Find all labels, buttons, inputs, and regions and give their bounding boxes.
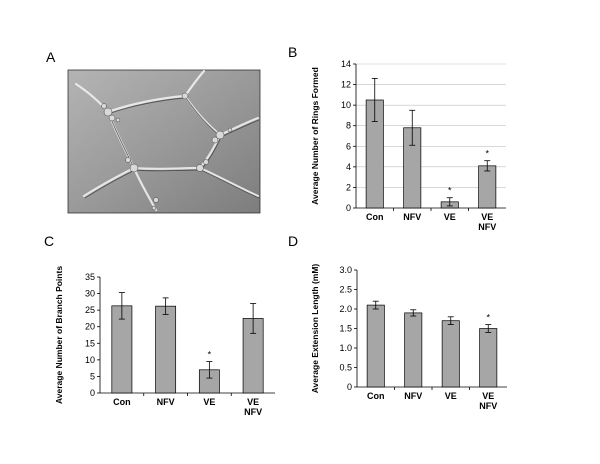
x-tick-label: NFV xyxy=(403,212,421,222)
x-tick-label: VE xyxy=(203,397,215,407)
significance-marker: * xyxy=(486,313,490,323)
y-tick-label: 10 xyxy=(341,100,351,110)
y-tick-label: 2.0 xyxy=(339,304,352,314)
chart-branch-points: 0 5 10 15 20 25 30 35 Average Number of Branch P… xyxy=(54,266,275,417)
y-tick-label: 2 xyxy=(346,182,351,192)
y-tick-label: 0 xyxy=(346,203,351,213)
y-tick-label: 1.0 xyxy=(339,343,352,353)
panel-label-a: A xyxy=(46,49,56,65)
panel-label-c: C xyxy=(44,233,54,249)
x-tick-label: NFV xyxy=(478,222,496,232)
x-tick-label: NFV xyxy=(157,397,175,407)
x-tick-label: VE xyxy=(247,397,259,407)
y-tick-label: 30 xyxy=(85,289,95,299)
y-axis-label: Average Number of Branch Points xyxy=(54,266,64,404)
bar xyxy=(479,328,498,388)
y-tick-label: 4 xyxy=(346,162,351,172)
significance-marker: * xyxy=(448,186,452,196)
y-tick-label: 12 xyxy=(341,80,351,90)
panel-label-d: D xyxy=(288,233,298,249)
y-tick-label: 3.0 xyxy=(339,265,352,275)
micrograph-image xyxy=(67,69,261,214)
y-tick-label: 0.5 xyxy=(339,363,352,373)
x-tick-label: Con xyxy=(367,391,385,401)
x-tick-label: NFV xyxy=(244,407,262,417)
bar xyxy=(404,312,423,388)
y-tick-label: 15 xyxy=(85,338,95,348)
x-tick-label: VE xyxy=(482,391,494,401)
y-tick-label: 1.5 xyxy=(339,324,352,334)
x-tick-label: VE xyxy=(445,391,457,401)
panel-label-b: B xyxy=(288,44,297,60)
bar xyxy=(366,304,385,388)
x-tick-label: NFV xyxy=(404,391,422,401)
significance-marker: * xyxy=(485,149,489,159)
x-tick-label: Con xyxy=(366,212,384,222)
bar xyxy=(441,320,460,388)
y-axis-label: Average Extension Length (mM) xyxy=(310,264,320,394)
y-tick-label: 5 xyxy=(90,371,95,381)
y-tick-label: 0 xyxy=(347,382,352,392)
y-tick-label: 0 xyxy=(90,388,95,398)
x-tick-label: NFV xyxy=(479,401,497,411)
y-tick-label: 8 xyxy=(346,121,351,131)
y-tick-label: 25 xyxy=(85,305,95,315)
x-tick-label: Con xyxy=(113,397,131,407)
y-tick-label: 14 xyxy=(341,59,351,69)
y-tick-label: 6 xyxy=(346,141,351,151)
y-tick-label: 20 xyxy=(85,322,95,332)
bar xyxy=(155,305,177,394)
chart-extension-length: 0 0.5 1.0 1.5 2.0 2.5 3.0 Average Extension Len… xyxy=(310,264,507,411)
y-tick-label: 2.5 xyxy=(339,285,352,295)
chart-rings-formed: 0 2 4 6 8 10 12 14 Average Number of Rings Forme… xyxy=(310,59,506,232)
y-tick-label: 10 xyxy=(85,355,95,365)
y-tick-label: 35 xyxy=(85,272,95,282)
bar xyxy=(478,165,497,209)
x-tick-label: VE xyxy=(444,212,456,222)
y-axis-label: Average Number of Rings Formed xyxy=(310,67,320,205)
significance-marker: * xyxy=(208,350,212,360)
x-tick-label: VE xyxy=(481,212,493,222)
